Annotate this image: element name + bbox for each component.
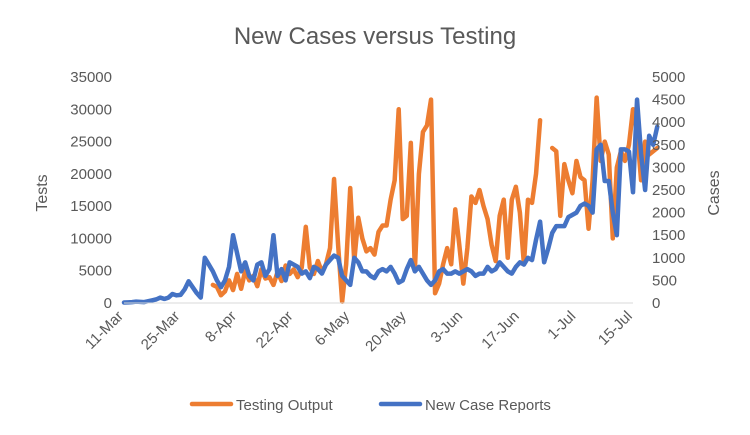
right-y-tick-label: 2000: [652, 205, 685, 222]
right-y-tick-label: 3000: [652, 159, 685, 176]
left-y-tick-label: 10000: [70, 230, 112, 247]
right-y-tick-label: 2500: [652, 182, 685, 199]
legend: Testing Output New Case Reports: [189, 397, 551, 414]
left-y-tick-label: 15000: [70, 198, 112, 215]
x-tick-label: 11-Mar: [82, 308, 127, 353]
x-tick-label: 17-Jun: [478, 308, 522, 352]
x-tick-label: 22-Apr: [253, 308, 297, 352]
left-y-tick-label: 20000: [70, 166, 112, 183]
right-y-tick-label: 4000: [652, 114, 685, 131]
x-tick-label: 1-Jul: [544, 308, 579, 343]
x-tick-label: 8-Apr: [202, 308, 240, 346]
right-y-tick-label: 5000: [652, 69, 685, 86]
x-tick-label: 15-Jul: [595, 308, 636, 349]
legend-label: Testing Output: [236, 397, 334, 414]
x-tick-label: 3-Jun: [428, 308, 467, 347]
series-line-new-case-reports: [121, 97, 660, 305]
right-y-tick-label: 1000: [652, 250, 685, 267]
right-y-tick-label: 1500: [652, 227, 685, 244]
x-tick-label: 20-May: [362, 307, 410, 355]
legend-label: New Case Reports: [425, 397, 551, 414]
left-y-tick-label: 25000: [70, 134, 112, 151]
x-tick-label: 6-May: [312, 307, 354, 349]
chart-title: New Cases versus Testing: [234, 23, 516, 50]
left-y-tick-label: 30000: [70, 101, 112, 118]
left-y-tick-label: 5000: [79, 263, 112, 280]
left-y-tick-label: 0: [104, 295, 112, 312]
left-axis-title: Tests: [34, 174, 51, 211]
right-y-tick-label: 4500: [652, 92, 685, 109]
series-line-testing-output: [210, 95, 660, 304]
right-y-tick-label: 500: [652, 272, 677, 289]
right-y-tick-label: 3500: [652, 137, 685, 154]
right-y-tick-label: 0: [652, 295, 660, 312]
left-y-tick-label: 35000: [70, 69, 112, 86]
right-axis-title: Cases: [706, 170, 723, 215]
x-tick-label: 25-Mar: [138, 308, 184, 354]
plot-area: [121, 95, 660, 305]
